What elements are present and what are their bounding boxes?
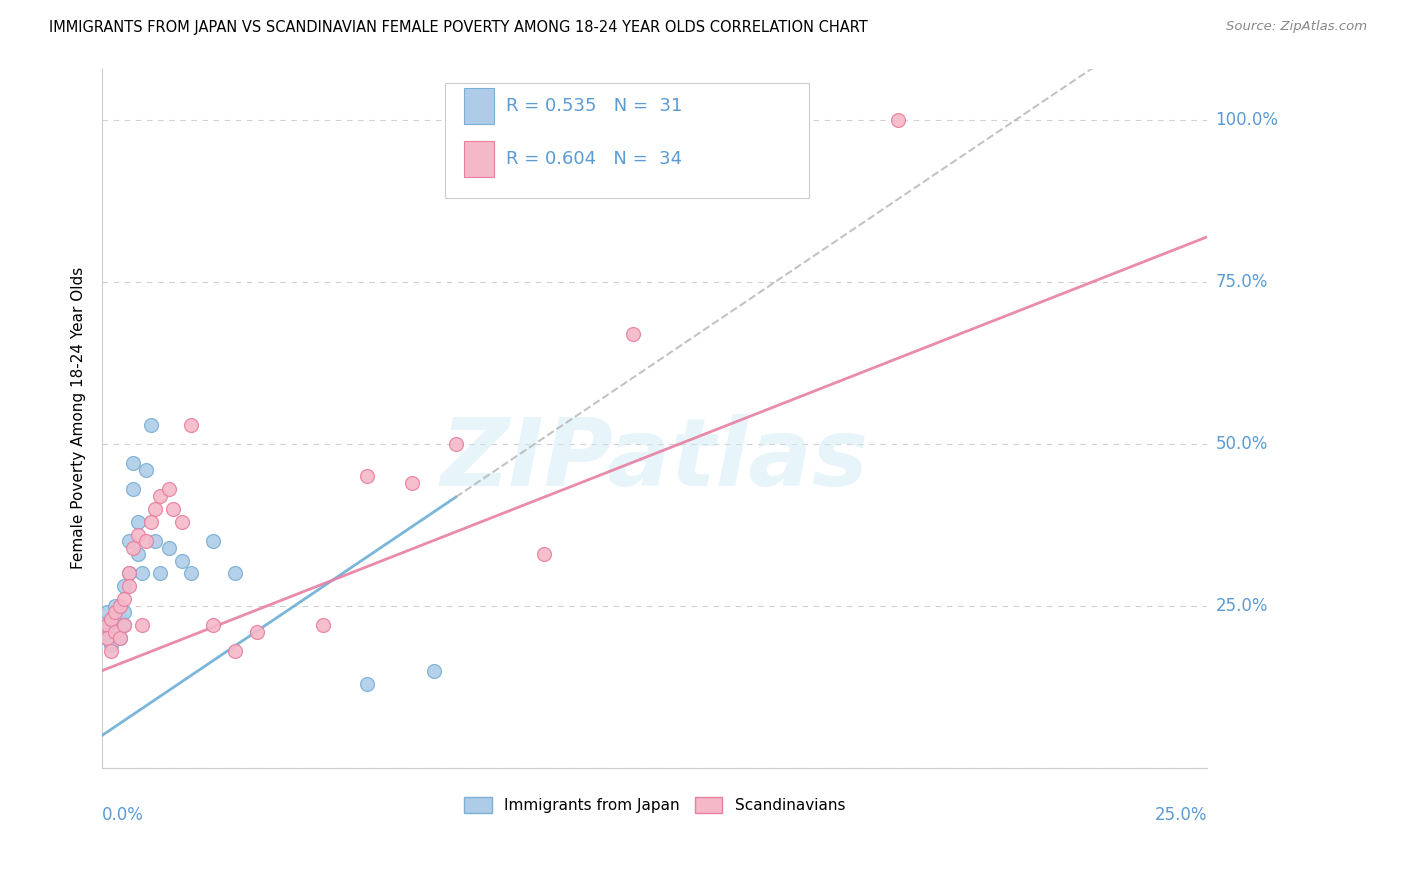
Point <box>96 618 118 632</box>
Point <box>201 534 224 549</box>
Point <box>108 631 131 645</box>
Point <box>108 631 131 645</box>
Point <box>149 566 172 581</box>
Point <box>422 664 444 678</box>
Text: 25.0%: 25.0% <box>1216 597 1268 615</box>
Point <box>887 113 910 128</box>
Point <box>356 469 378 483</box>
Point <box>139 417 162 432</box>
Point <box>157 483 180 497</box>
Point <box>122 483 145 497</box>
Point <box>312 618 335 632</box>
Point <box>127 515 149 529</box>
Legend: Immigrants from Japan, Scandinavians: Immigrants from Japan, Scandinavians <box>458 791 851 820</box>
Point <box>118 566 141 581</box>
Point <box>224 644 246 658</box>
Y-axis label: Female Poverty Among 18-24 Year Olds: Female Poverty Among 18-24 Year Olds <box>72 267 86 569</box>
Point <box>112 592 135 607</box>
Point <box>100 644 122 658</box>
Text: 75.0%: 75.0% <box>1216 273 1268 291</box>
Point <box>533 547 555 561</box>
Point <box>139 515 162 529</box>
Text: 25.0%: 25.0% <box>1154 806 1208 824</box>
Point <box>122 541 145 555</box>
Point <box>96 605 118 619</box>
Point <box>100 612 122 626</box>
Point <box>162 501 184 516</box>
Point <box>96 631 118 645</box>
FancyBboxPatch shape <box>464 88 495 125</box>
Text: 50.0%: 50.0% <box>1216 435 1268 453</box>
Text: 0.0%: 0.0% <box>103 806 143 824</box>
Point <box>112 618 135 632</box>
Point <box>118 534 141 549</box>
Point <box>122 457 145 471</box>
Point <box>104 624 127 639</box>
Point <box>104 605 127 619</box>
Point <box>224 566 246 581</box>
Point <box>118 579 141 593</box>
Point <box>246 624 269 639</box>
Text: R = 0.604   N =  34: R = 0.604 N = 34 <box>506 150 682 168</box>
Text: R = 0.535   N =  31: R = 0.535 N = 31 <box>506 97 682 115</box>
Point <box>131 618 153 632</box>
Text: IMMIGRANTS FROM JAPAN VS SCANDINAVIAN FEMALE POVERTY AMONG 18-24 YEAR OLDS CORRE: IMMIGRANTS FROM JAPAN VS SCANDINAVIAN FE… <box>49 20 868 35</box>
Point <box>112 618 135 632</box>
Point <box>96 631 118 645</box>
Point <box>112 605 135 619</box>
FancyBboxPatch shape <box>444 82 810 198</box>
Point <box>356 676 378 690</box>
Point <box>489 113 512 128</box>
Point <box>149 489 172 503</box>
Point <box>108 599 131 613</box>
Point <box>180 566 202 581</box>
Point <box>135 534 157 549</box>
Point <box>100 624 122 639</box>
Point <box>170 515 193 529</box>
FancyBboxPatch shape <box>464 141 495 177</box>
Point <box>112 579 135 593</box>
Point <box>157 541 180 555</box>
Point <box>96 618 118 632</box>
Point <box>143 534 166 549</box>
Point <box>444 437 467 451</box>
Point <box>135 463 157 477</box>
Point <box>180 417 202 432</box>
Point <box>127 547 149 561</box>
Point <box>201 618 224 632</box>
Text: 100.0%: 100.0% <box>1216 112 1278 129</box>
Point <box>621 326 644 341</box>
Text: Source: ZipAtlas.com: Source: ZipAtlas.com <box>1226 20 1367 33</box>
Point <box>127 527 149 541</box>
Point <box>401 475 423 490</box>
Text: ZIPatlas: ZIPatlas <box>440 414 869 506</box>
Point <box>104 599 127 613</box>
Point <box>170 553 193 567</box>
Point <box>108 612 131 626</box>
Point <box>104 618 127 632</box>
Point <box>118 566 141 581</box>
Point <box>131 566 153 581</box>
Point <box>100 612 122 626</box>
Point <box>143 501 166 516</box>
Point <box>100 638 122 652</box>
